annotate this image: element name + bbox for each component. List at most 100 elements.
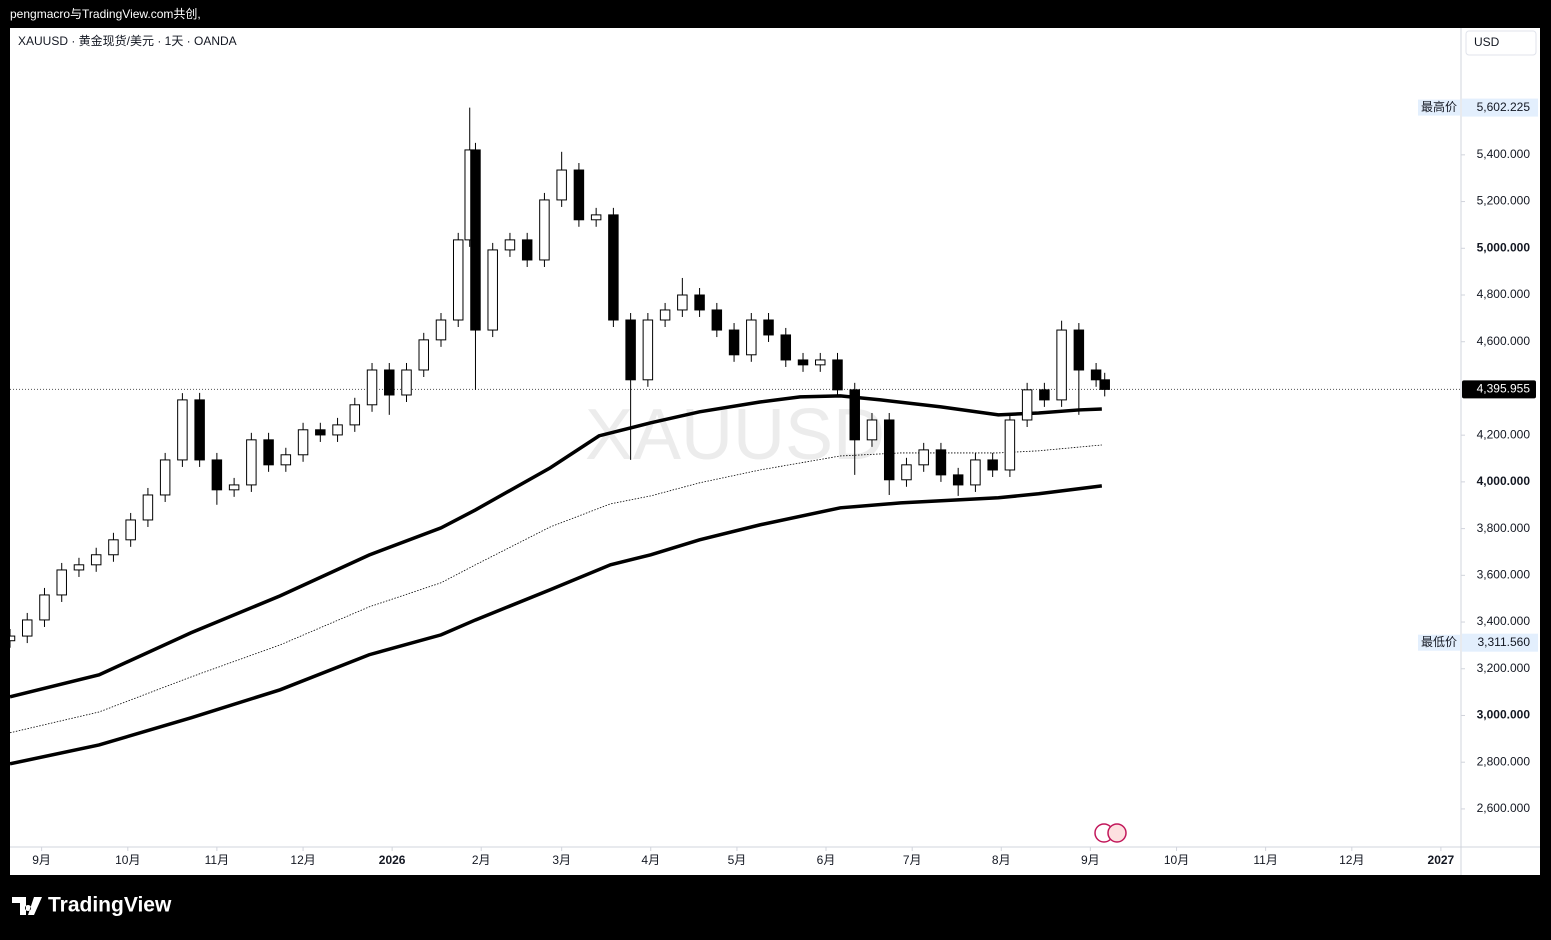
candle — [280, 447, 292, 472]
price-marker-box — [1462, 633, 1538, 652]
candle — [246, 432, 257, 492]
candle — [642, 312, 654, 387]
brand-icon — [12, 897, 42, 915]
candle — [159, 452, 171, 502]
candle — [573, 163, 585, 227]
y-tick-label: 5,400.000 — [1477, 147, 1531, 161]
x-tick-label: 8月 — [992, 853, 1011, 867]
candle-body — [90, 554, 102, 566]
candle — [73, 557, 85, 577]
candle-body — [366, 369, 378, 406]
candle — [90, 547, 102, 572]
candle-body — [642, 319, 654, 381]
candle — [608, 207, 619, 328]
candle — [1004, 412, 1016, 477]
candle-body — [763, 319, 774, 336]
currency-label: USD — [1474, 35, 1500, 49]
candle-body — [849, 389, 860, 441]
y-tick-label: 3,200.000 — [1477, 661, 1531, 675]
candle-body — [228, 484, 240, 491]
candle-body — [435, 319, 447, 341]
candle — [39, 587, 50, 627]
candle-body — [194, 399, 205, 461]
candle-body — [280, 454, 292, 466]
price-marker-label: 最高价 — [1421, 99, 1457, 114]
x-tick-label: 11月 — [1253, 853, 1277, 867]
x-tick-label: 9月 — [32, 853, 51, 867]
x-tick-label: 11月 — [205, 853, 229, 867]
candle-body — [711, 309, 723, 331]
x-tick-label: 4月 — [641, 853, 660, 867]
candle-body — [573, 169, 585, 221]
candle — [539, 192, 550, 267]
candle — [470, 142, 481, 390]
candle — [452, 232, 464, 328]
candle-body — [539, 199, 550, 261]
x-tick-label: 3月 — [552, 853, 571, 867]
candle — [211, 452, 223, 505]
candle — [694, 287, 705, 317]
candle — [384, 362, 395, 415]
candle-body — [108, 539, 119, 556]
candle — [883, 412, 895, 495]
candle — [177, 393, 188, 467]
x-tick-label: 2026 — [379, 853, 406, 867]
x-tick-label: 2027 — [1428, 853, 1455, 867]
candle — [952, 467, 964, 496]
candle — [797, 352, 809, 372]
candle-body — [1073, 329, 1085, 371]
x-tick-label: 6月 — [817, 853, 836, 867]
candle — [849, 382, 860, 475]
candle — [125, 512, 136, 547]
candle-body — [935, 449, 947, 476]
candle-body — [125, 519, 136, 541]
candle-body — [349, 404, 361, 426]
candle — [1090, 362, 1102, 387]
candle-body — [246, 439, 257, 486]
candle — [349, 397, 361, 432]
candle-body — [625, 319, 636, 381]
candle-body — [556, 169, 567, 201]
candle — [590, 207, 602, 227]
x-tick-label: 12月 — [290, 853, 315, 867]
candle — [228, 477, 240, 497]
candle — [21, 612, 33, 644]
candle — [780, 327, 792, 367]
candle-body — [332, 424, 343, 436]
candle — [832, 352, 843, 397]
price-marker-label: 最低价 — [1421, 635, 1457, 649]
price-marker-box — [1462, 98, 1538, 117]
currency-button[interactable] — [1465, 30, 1537, 56]
candle-body — [608, 214, 619, 321]
candle-body — [56, 569, 67, 596]
candle-body — [487, 249, 498, 331]
candle — [987, 452, 998, 477]
candle-body — [159, 459, 171, 496]
candle — [401, 362, 412, 402]
candle — [970, 452, 981, 492]
candle-body — [211, 459, 223, 491]
candle-body — [590, 214, 602, 221]
x-tick-label: 12月 — [1339, 853, 1364, 867]
candle — [263, 432, 274, 472]
candle — [1021, 382, 1033, 427]
event-icon-circle — [1107, 823, 1127, 843]
candle-body — [952, 474, 964, 486]
y-tick-label: 4,200.000 — [1477, 427, 1531, 441]
candle — [56, 562, 67, 602]
y-tick-label: 4,800.000 — [1477, 287, 1531, 301]
price-marker-tag — [1418, 99, 1460, 116]
candle — [435, 312, 447, 347]
candle-body — [470, 149, 481, 331]
candle-body — [1039, 389, 1050, 401]
candle-body — [780, 334, 792, 361]
candle — [418, 332, 429, 377]
candle-body — [521, 239, 533, 261]
x-tick-label: 5月 — [728, 853, 747, 867]
candle-body — [1056, 329, 1067, 401]
y-tick-label: 4,600.000 — [1477, 334, 1531, 348]
candle — [918, 442, 929, 472]
candle-body — [401, 369, 412, 396]
candle-body — [970, 459, 981, 486]
